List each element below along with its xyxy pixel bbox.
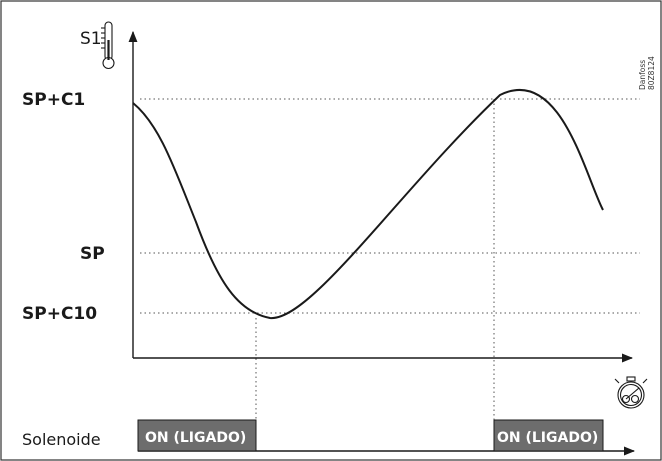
watermark-brand: Danfoss (638, 60, 647, 90)
on-period-label: ON (LIGADO) (497, 430, 598, 446)
solenoid-on-period: ON (LIGADO) (493, 419, 604, 452)
stopwatch-icon (614, 376, 648, 409)
watermark: Danfoss 80Z8124 (638, 56, 656, 90)
level-label-sp: SP (80, 244, 105, 264)
temperature-curve (132, 88, 604, 320)
on-period-label: ON (LIGADO) (145, 430, 246, 446)
level-label-sp-c1: SP+C1 (22, 90, 85, 110)
solenoid-on-period: ON (LIGADO) (137, 419, 257, 452)
on-period-bar (137, 419, 257, 452)
on-period-bar (493, 419, 604, 452)
level-gridlines (140, 98, 640, 420)
sensor-label: S1 (80, 29, 102, 49)
thermometer-icon (101, 21, 115, 70)
watermark-code: 80Z8124 (647, 56, 656, 90)
level-label-sp-c10: SP+C10 (22, 304, 97, 324)
solenoid-label: Solenoide (22, 430, 101, 449)
